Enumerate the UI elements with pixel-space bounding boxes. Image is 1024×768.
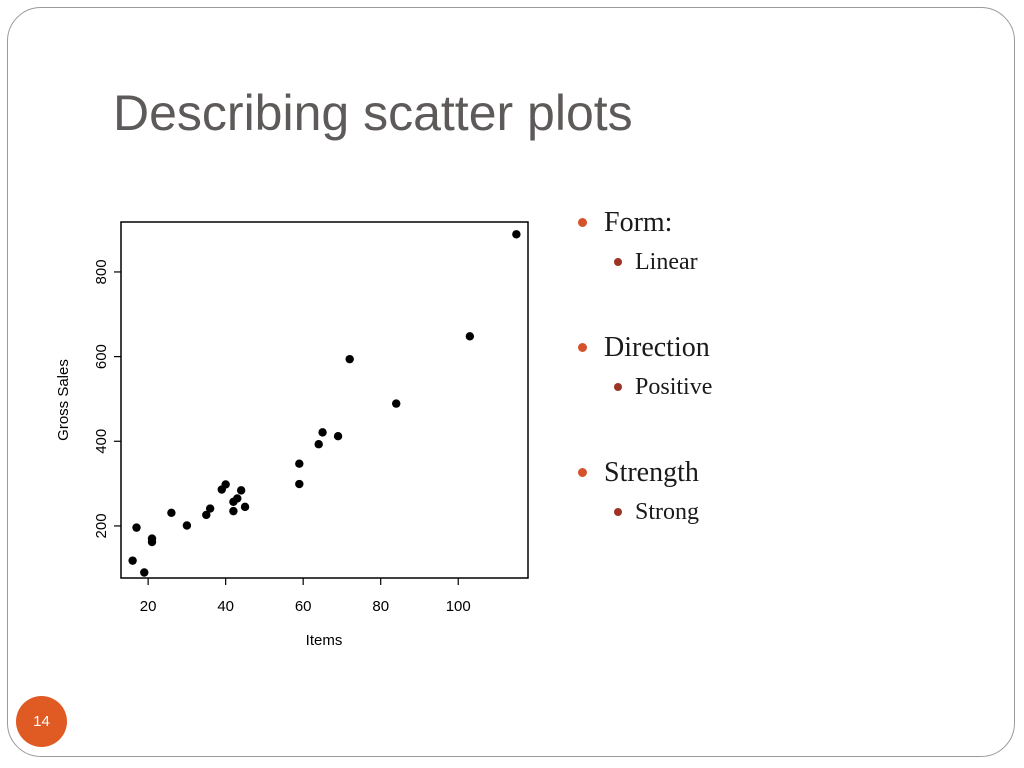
y-tick-label: 200 <box>93 513 110 538</box>
plot-frame <box>120 221 529 579</box>
data-point <box>295 459 304 468</box>
data-point <box>140 568 149 577</box>
data-point <box>182 521 192 530</box>
x-tick-label: 100 <box>446 598 471 615</box>
x-axis: 20 40 60 80 100 <box>140 578 471 615</box>
x-tick-label: 20 <box>140 598 157 615</box>
data-point <box>512 230 521 239</box>
y-axis: 200 400 600 800 <box>93 259 121 538</box>
sub-bullet-item: Positive <box>578 370 998 404</box>
scatter-plot: 20 40 60 80 100 200 400 600 800 Items Gross Sal… <box>55 221 529 649</box>
page-number-badge: 14 <box>16 696 67 747</box>
x-tick-label: 40 <box>217 598 234 615</box>
bullet-label: Strength <box>604 457 699 488</box>
bullet-dot-icon <box>578 343 587 352</box>
bullet-dot-icon <box>578 218 587 227</box>
data-point <box>128 556 137 565</box>
x-tick-label: 60 <box>295 598 312 615</box>
data-point <box>221 480 230 489</box>
page-number: 14 <box>33 713 50 730</box>
data-point <box>465 332 475 341</box>
data-point <box>147 537 157 547</box>
sub-bullet-label: Strong <box>635 499 700 525</box>
slide-title: Describing scatter plots <box>113 85 633 141</box>
data-point <box>318 428 327 437</box>
bullet-item: Form: <box>578 203 998 243</box>
bullet-group-form: Form: Linear <box>578 203 998 279</box>
sub-bullet-label: Linear <box>635 249 698 275</box>
data-points <box>128 230 521 577</box>
sub-bullet-dot-icon <box>614 258 622 266</box>
sub-bullet-label: Positive <box>635 374 713 400</box>
bullet-group-direction: Direction Positive <box>578 328 998 404</box>
data-point <box>240 502 250 512</box>
data-point <box>392 399 401 408</box>
y-tick-label: 400 <box>93 429 110 454</box>
bullet-item: Direction <box>578 328 998 368</box>
sub-bullet-item: Strong <box>578 495 998 529</box>
bullet-label: Form: <box>604 207 673 238</box>
data-point <box>233 494 242 503</box>
data-point <box>314 440 323 449</box>
y-tick-label: 800 <box>93 259 110 284</box>
data-point <box>345 354 354 364</box>
data-point <box>205 504 215 513</box>
y-axis-label: Gross Sales <box>55 359 72 441</box>
data-point <box>236 486 246 495</box>
sub-bullet-item: Linear <box>578 245 998 279</box>
bullet-dot-icon <box>578 468 587 477</box>
bullet-list: Form: Linear Direction Positive Strength… <box>578 203 998 578</box>
data-point <box>167 508 176 518</box>
bullet-label: Direction <box>604 332 710 363</box>
data-point <box>229 506 238 516</box>
sub-bullet-dot-icon <box>614 508 622 516</box>
sub-bullet-dot-icon <box>614 383 622 391</box>
data-point <box>132 523 141 532</box>
bullet-group-strength: Strength Strong <box>578 453 998 529</box>
x-tick-label: 80 <box>372 598 389 615</box>
x-axis-label: Items <box>306 632 343 649</box>
y-tick-label: 600 <box>93 344 110 369</box>
data-point <box>295 479 304 489</box>
data-point <box>202 510 211 520</box>
slide-frame <box>7 7 1015 757</box>
bullet-item: Strength <box>578 453 998 493</box>
data-point <box>333 431 343 441</box>
